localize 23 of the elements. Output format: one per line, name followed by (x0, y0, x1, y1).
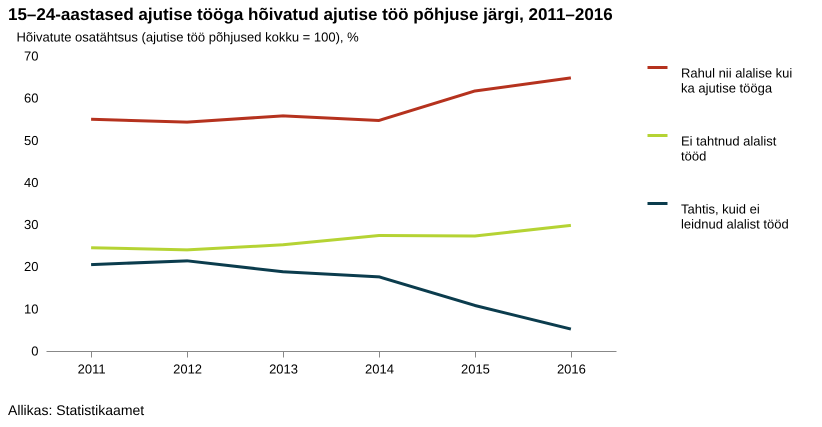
x-tick-label: 2014 (365, 362, 394, 376)
chart-title: 15–24-aastased ajutise tööga hõivatud ajutise töö põhjuse järgi, 2011–2016 (8, 5, 613, 24)
y-tick-label: 20 (24, 259, 38, 274)
y-tick-label: 70 (24, 48, 38, 64)
y-axis-title: Hõivatute osatähtsus (ajutise töö põhjused kokku = 100), % (16, 30, 360, 44)
legend-label: Tahtis, kuid ei leidnud alalist tööd (681, 202, 789, 232)
x-tick-label: 2013 (269, 362, 298, 376)
legend-label: Rahul nii alalise kui ka ajutise tööga (681, 66, 792, 96)
legend-label: Ei tahtnud alalist tööd (681, 134, 777, 164)
y-tick-label: 30 (24, 217, 38, 232)
line-series (90, 224, 572, 252)
line-series (90, 76, 572, 124)
y-tick-label: 10 (24, 301, 38, 316)
y-tick-label: 60 (24, 90, 38, 106)
x-tick-label: 2016 (556, 362, 586, 376)
y-tick-label: 40 (24, 174, 38, 190)
line-series (90, 259, 572, 331)
x-tick-label: 2015 (460, 362, 490, 376)
x-tick-label: 2011 (78, 362, 106, 376)
y-tick-label: 0 (31, 344, 38, 358)
text: Allikas: Statistikaamet (8, 402, 144, 418)
y-tick-label: 50 (24, 132, 38, 148)
x-tick-label: 2012 (173, 362, 202, 376)
